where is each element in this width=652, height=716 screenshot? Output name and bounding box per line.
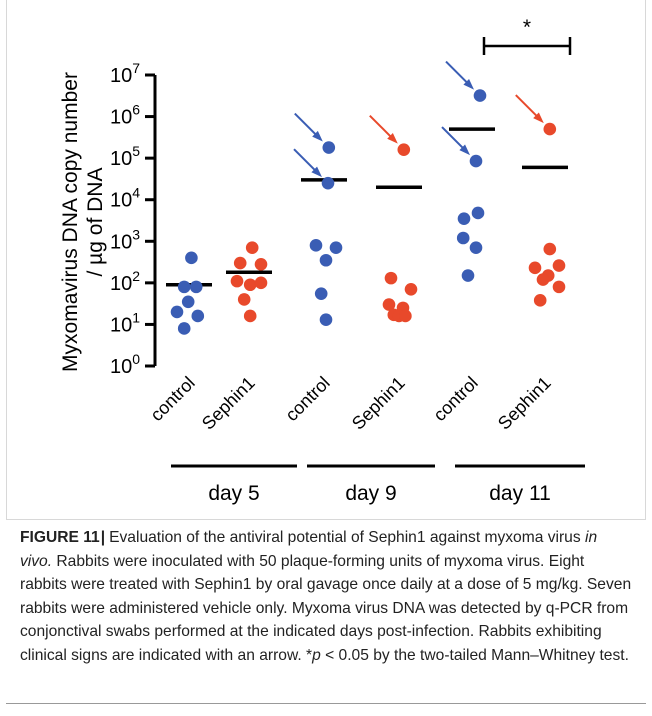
data-point xyxy=(329,241,343,255)
clinical-sign-arrow xyxy=(293,148,317,172)
y-tick-label: 104 xyxy=(110,185,140,212)
group-label: day 9 xyxy=(345,482,396,505)
clinical-sign-arrow xyxy=(445,60,469,85)
caption-italic: in vivo. xyxy=(20,529,598,570)
clinical-sign-arrow xyxy=(294,112,318,137)
data-point xyxy=(543,122,557,136)
scatter-chart: 100 101 102 103 104 105 106 107 Myxomavirus DNA … xyxy=(59,16,585,505)
data-point xyxy=(319,253,333,267)
caption-rest: Rabbits were inoculated with 50 plaque-f… xyxy=(20,552,632,664)
data-point xyxy=(533,294,547,307)
y-tick-label: 106 xyxy=(110,102,140,129)
data-point xyxy=(185,251,198,265)
data-point xyxy=(191,309,205,323)
y-tick-label: 107 xyxy=(110,60,140,87)
data-point xyxy=(322,141,336,154)
data-point xyxy=(233,256,247,270)
y-tick-label: 101 xyxy=(110,309,140,336)
data-point xyxy=(473,89,487,102)
data-point xyxy=(254,276,268,290)
data-point xyxy=(469,154,483,168)
data-point xyxy=(181,295,195,309)
caption-label: FIGURE 11 xyxy=(20,529,100,546)
category-label: Sephin1 xyxy=(494,373,555,434)
figure-caption: FIGURE 11| Evaluation of the antiviral po… xyxy=(20,526,632,668)
data-point xyxy=(382,298,396,311)
data-point xyxy=(189,280,203,294)
group-label: day 11 xyxy=(489,482,551,505)
data-point xyxy=(243,309,257,323)
data-point xyxy=(254,257,268,271)
data-point xyxy=(319,313,333,326)
data-point xyxy=(314,287,328,300)
y-tick-label: 100 xyxy=(110,351,140,378)
caption-separator: | xyxy=(100,529,106,546)
clinical-sign-arrowhead xyxy=(463,78,474,90)
clinical-sign-arrow xyxy=(515,94,539,118)
data-point xyxy=(456,231,470,245)
category-label: control xyxy=(146,373,198,425)
data-point xyxy=(404,282,418,296)
significance-label: * xyxy=(523,16,531,39)
data-point xyxy=(469,241,483,255)
data-point xyxy=(321,176,335,190)
data-point xyxy=(399,309,412,323)
clinical-sign-arrowhead xyxy=(533,112,544,124)
clinical-sign-arrow xyxy=(369,114,393,139)
data-point xyxy=(245,241,259,255)
caption-tail: < 0.05 by the two-tailed Mann–Whitney te… xyxy=(320,646,629,664)
category-label: Sephin1 xyxy=(198,373,259,434)
category-label: control xyxy=(429,373,481,425)
data-point xyxy=(170,305,184,319)
y-axis-label: Myxomavirus DNA copy number xyxy=(59,72,82,372)
y-axis-label-unit: / µg of DNA xyxy=(84,168,107,277)
data-point xyxy=(243,278,257,292)
data-point xyxy=(384,271,398,285)
data-point xyxy=(552,259,566,272)
clinical-sign-arrowhead xyxy=(387,133,398,144)
chart-panel: 100 101 102 103 104 105 106 107 Myxomavirus DNA … xyxy=(6,0,646,520)
data-point xyxy=(237,293,251,306)
data-point xyxy=(461,269,475,282)
data-point xyxy=(457,212,471,225)
clinical-sign-arrowhead xyxy=(312,130,323,142)
data-point xyxy=(177,280,191,294)
clinical-sign-arrowhead xyxy=(311,166,322,178)
group-label: day 5 xyxy=(208,482,259,505)
category-label: Sephin1 xyxy=(348,373,409,434)
category-label: control xyxy=(281,373,333,425)
caption-text: Evaluation of the antiviral potential of… xyxy=(109,529,585,546)
data-point xyxy=(309,239,323,252)
data-point xyxy=(177,322,191,335)
y-tick-label: 103 xyxy=(110,226,140,253)
caption-p: p xyxy=(312,646,321,664)
clinical-sign-arrow xyxy=(441,126,465,150)
data-point xyxy=(230,274,244,288)
data-point xyxy=(552,280,566,294)
y-tick-label: 105 xyxy=(110,143,140,170)
data-point xyxy=(471,206,485,220)
y-tick-label: 102 xyxy=(110,268,140,295)
bottom-rule xyxy=(6,703,646,704)
data-point xyxy=(543,242,557,256)
data-point xyxy=(536,273,550,286)
clinical-sign-arrowhead xyxy=(459,144,470,156)
data-point xyxy=(397,143,411,156)
data-point xyxy=(528,261,542,275)
